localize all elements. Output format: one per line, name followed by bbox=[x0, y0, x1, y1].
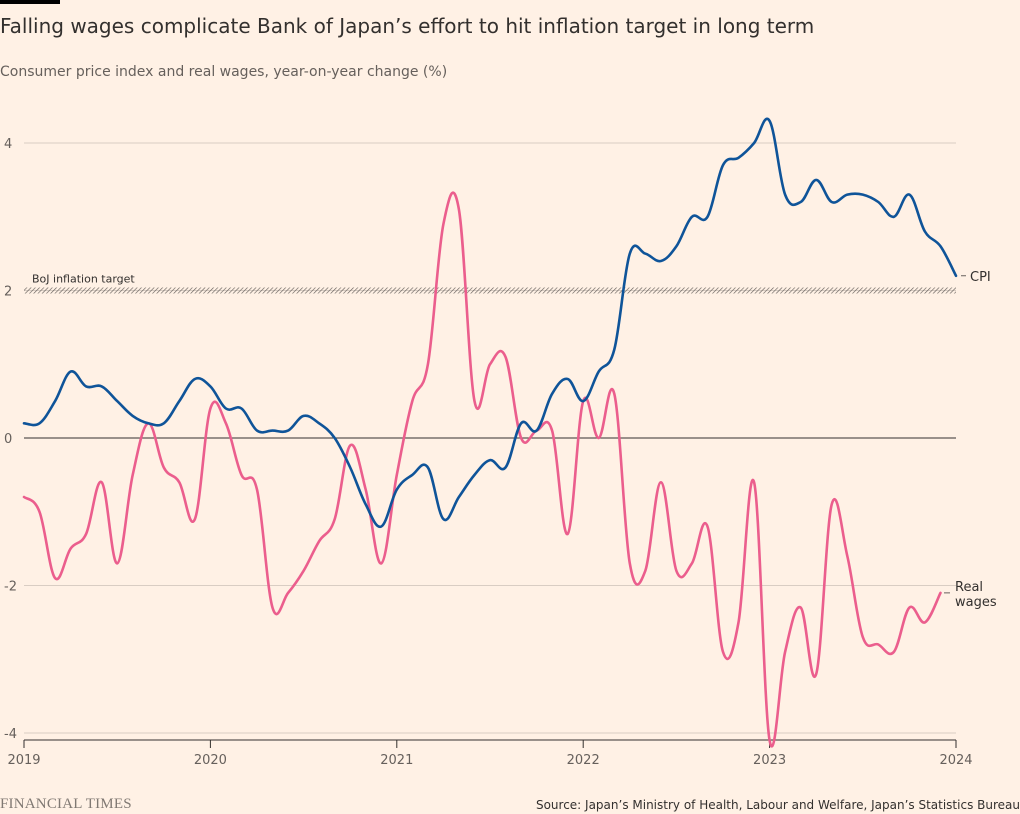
y-tick-label: 2 bbox=[4, 285, 12, 300]
real-wages-series-label-line2: wages bbox=[955, 595, 997, 610]
boj-target-band bbox=[24, 287, 956, 294]
x-tick-label: 2024 bbox=[939, 753, 972, 768]
x-tick-label: 2022 bbox=[567, 753, 600, 768]
chart-subtitle: Consumer price index and real wages, yea… bbox=[0, 64, 448, 80]
ft-logo: FINANCIAL TIMES bbox=[0, 796, 132, 812]
real-wages-series-label-line1: Real bbox=[955, 580, 983, 595]
source-note: Source: Japan’s Ministry of Health, Labo… bbox=[535, 798, 1020, 812]
x-tick-label: 2023 bbox=[753, 753, 786, 768]
y-tick-label: -4 bbox=[4, 727, 17, 742]
chart-title: Falling wages complicate Bank of Japan’s… bbox=[0, 14, 815, 38]
boj-target-label: BoJ inflation target bbox=[32, 273, 135, 286]
cpi-line bbox=[22, 117, 958, 529]
cpi-series-label: CPI bbox=[970, 270, 991, 285]
y-tick-label: 0 bbox=[4, 432, 12, 447]
x-tick-label: 2020 bbox=[194, 753, 227, 768]
y-tick-label: 4 bbox=[4, 137, 12, 152]
brand-bar bbox=[0, 0, 60, 4]
x-tick-label: 2019 bbox=[7, 753, 40, 768]
x-tick-label: 2021 bbox=[380, 753, 413, 768]
y-tick-label: -2 bbox=[4, 580, 17, 595]
real-wages-line bbox=[22, 191, 942, 748]
